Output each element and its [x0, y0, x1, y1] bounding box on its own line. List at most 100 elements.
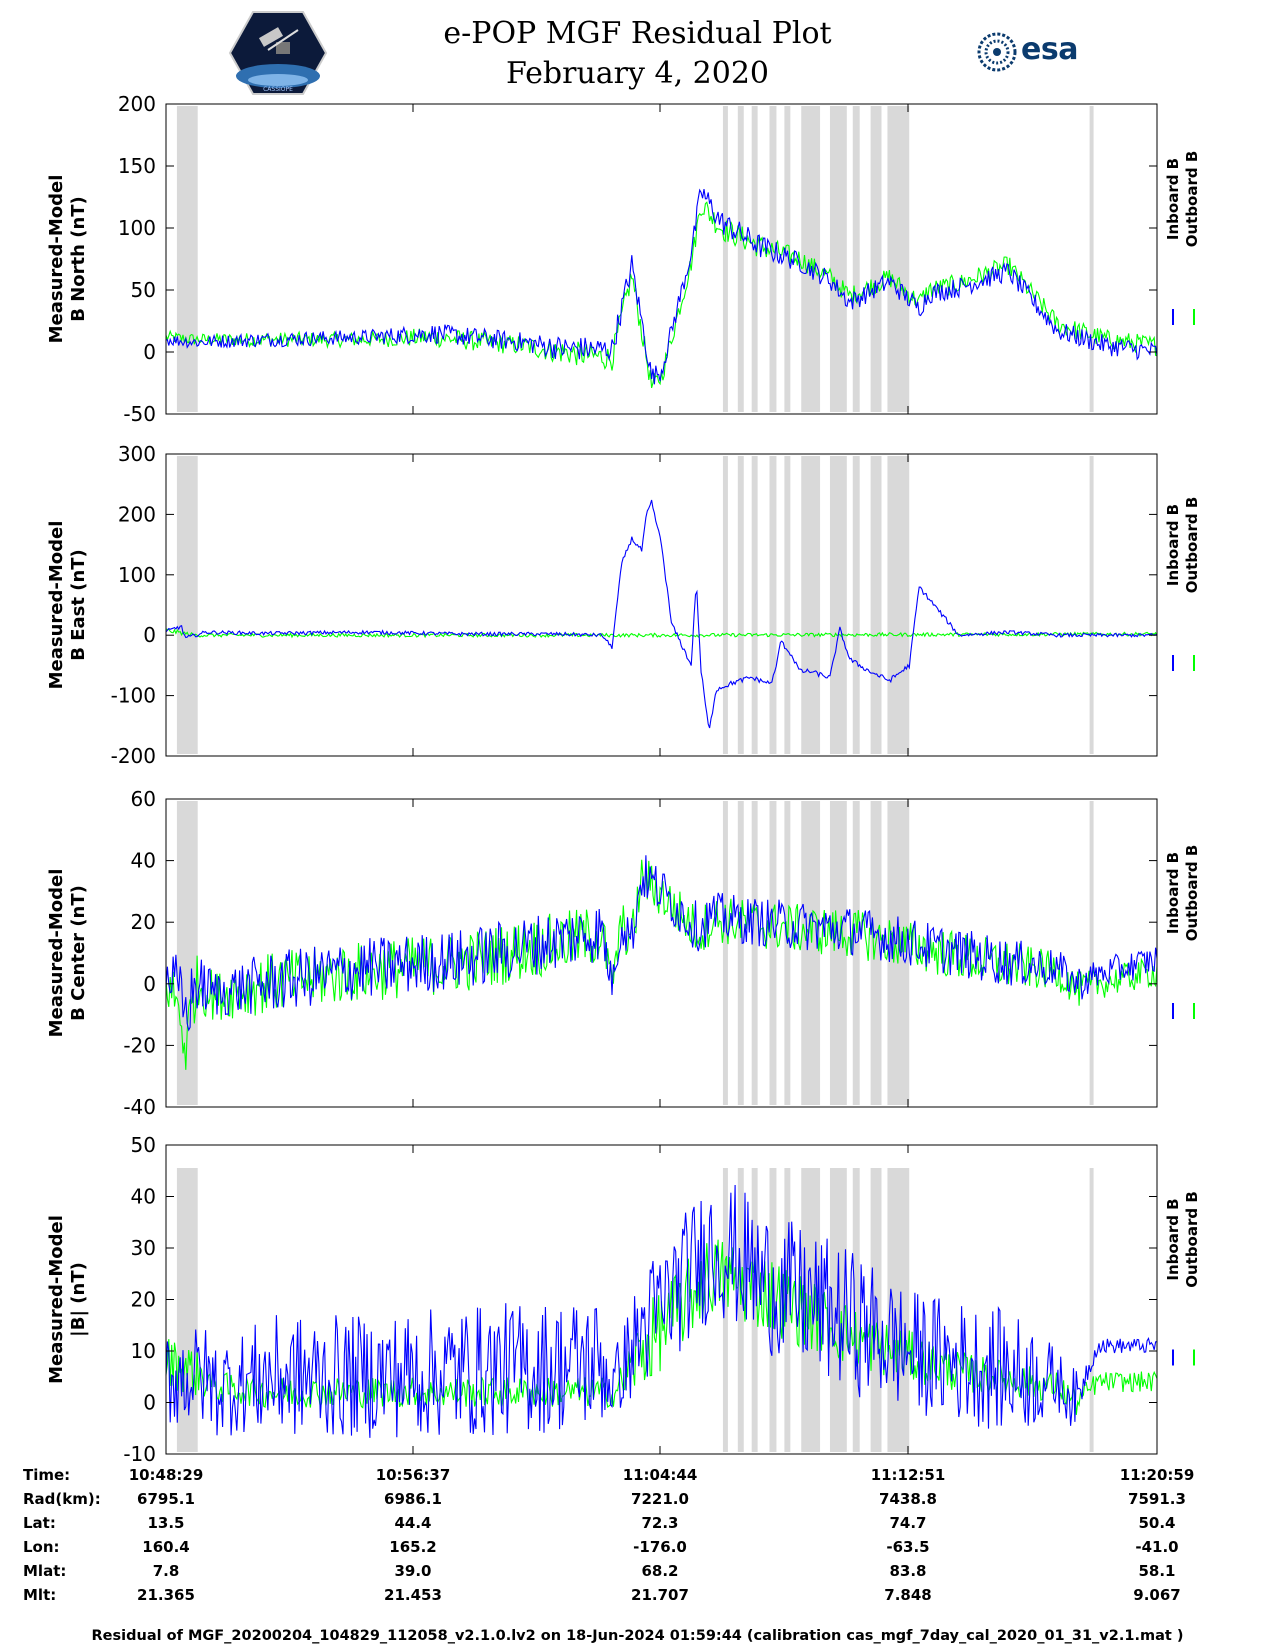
y-axis-label: Measured-ModelB Center (nT) [46, 869, 89, 1038]
y-tick-label: -10 [123, 1442, 156, 1466]
table-value: 7.8 [152, 1562, 180, 1580]
data-gap-band [801, 801, 821, 1105]
legend-labels: Inboard BOutboard B [1164, 1191, 1201, 1288]
data-gap-band [887, 1168, 910, 1452]
table-value: 72.3 [641, 1514, 679, 1532]
outboard-series-line [165, 628, 1158, 639]
y-axis-label-line1: Measured-Model [46, 521, 67, 690]
table-value: 160.4 [142, 1538, 190, 1556]
y-axis-label: Measured-ModelB East (nT) [46, 521, 89, 690]
data-gap-band [1089, 456, 1094, 754]
legend-inboard-label: Inboard B [1164, 852, 1182, 934]
y-tick-label: -20 [123, 1033, 156, 1057]
y-tick-label: 300 [118, 442, 156, 466]
data-gap-band [784, 456, 791, 754]
legend-outboard-label: Outboard B [1183, 845, 1201, 942]
data-gap-band [722, 456, 728, 754]
table-value: 11:20:59 [1119, 1466, 1195, 1484]
mlat-label: Mlat: [23, 1562, 67, 1580]
data-gap-band [852, 456, 860, 754]
table-value: 9.067 [1133, 1586, 1181, 1604]
y-axis-label-line2: |B| (nT) [68, 1262, 89, 1337]
data-gap-band [801, 106, 821, 412]
footer-caption: Residual of MGF_20200204_104829_112058_v… [91, 1628, 1184, 1644]
table-value: 13.5 [147, 1514, 185, 1532]
outboard-series-line [165, 1239, 1158, 1415]
data-gap-band [769, 456, 777, 754]
data-gap-band [870, 801, 882, 1105]
data-gap-band [870, 1168, 882, 1452]
data-gap-band [722, 106, 728, 412]
inboard-series-line [165, 499, 1158, 729]
table-value: 7221.0 [631, 1490, 689, 1508]
y-tick-label: 0 [143, 340, 156, 364]
data-gap-band [784, 1168, 791, 1452]
legend-outboard-label: Outboard B [1183, 497, 1201, 594]
panel-2: -200 -100 0 100 200 300 Measured-ModelB East (… [46, 442, 1201, 768]
data-gap-band [870, 106, 882, 412]
data-gap-band [870, 456, 882, 754]
data-gap-band [722, 1168, 728, 1452]
table-value: 21.453 [384, 1586, 442, 1604]
y-axis-label-line1: Measured-Model [46, 869, 67, 1038]
data-gap-band [852, 106, 860, 412]
lat-label: Lat: [23, 1514, 56, 1532]
data-gap-band [769, 801, 777, 1105]
table-value: 7.848 [884, 1586, 932, 1604]
legend-outboard-label: Outboard B [1183, 1191, 1201, 1288]
plot-frame [165, 103, 1158, 415]
esa-logo: esa [975, 30, 1095, 74]
table-value: 11:04:44 [622, 1466, 698, 1484]
data-gap-band [176, 801, 198, 1105]
data-gap-band [737, 801, 744, 1105]
time-label: Time: [23, 1466, 71, 1484]
data-gap-band [737, 106, 744, 412]
table-value: 7438.8 [879, 1490, 937, 1508]
table-value: 10:48:29 [128, 1466, 204, 1484]
legend-labels: Inboard BOutboard B [1164, 151, 1201, 248]
panel-3: -40 -20 0 20 40 60 Measured-ModelB Center (nT)… [46, 787, 1201, 1119]
data-gap-band [852, 801, 860, 1105]
y-axis-label-line2: B East (nT) [68, 549, 89, 661]
y-tick-label: 0 [143, 972, 156, 996]
legend-labels: Inboard BOutboard B [1164, 497, 1201, 594]
y-tick-label: 40 [131, 1185, 156, 1209]
y-tick-label: 50 [131, 1133, 156, 1157]
table-value: 165.2 [389, 1538, 437, 1556]
y-tick-label: 20 [131, 910, 156, 934]
y-tick-label: 60 [131, 787, 156, 811]
y-axis-label: Measured-Model|B| (nT) [46, 1215, 89, 1384]
y-tick-label: 100 [118, 563, 156, 587]
lon-label: Lon: [23, 1538, 60, 1556]
data-gap-band [784, 801, 791, 1105]
table-value: -176.0 [633, 1538, 687, 1556]
y-tick-label: 30 [131, 1236, 156, 1260]
y-tick-label: 10 [131, 1339, 156, 1363]
data-gap-band [829, 456, 847, 754]
table-value: 7591.3 [1128, 1490, 1186, 1508]
table-value: 83.8 [889, 1562, 927, 1580]
y-tick-label: -100 [111, 684, 156, 708]
legend: Inboard BOutboard B [1164, 1191, 1201, 1366]
y-tick-label: 200 [118, 92, 156, 116]
legend-outboard-label: Outboard B [1183, 151, 1201, 248]
table-value: 39.0 [394, 1562, 432, 1580]
data-gap-band [751, 801, 758, 1105]
table-value: 11:12:51 [870, 1466, 946, 1484]
y-tick-label: -50 [123, 402, 156, 426]
table-value: 10:56:37 [375, 1466, 451, 1484]
data-gap-band [1089, 106, 1094, 412]
inboard-series-line [165, 855, 1158, 1032]
plot-frame [165, 453, 1158, 757]
table-value: 50.4 [1138, 1514, 1176, 1532]
legend-inboard-label: Inboard B [1164, 504, 1182, 586]
legend: Inboard BOutboard B [1164, 497, 1201, 671]
inboard-series-line [165, 1184, 1158, 1438]
data-gap-band [784, 106, 791, 412]
table-value: 6795.1 [137, 1490, 195, 1508]
legend: Inboard BOutboard B [1164, 151, 1201, 325]
data-gap-band [887, 456, 910, 754]
table-value: 74.7 [889, 1514, 927, 1532]
table-value: 58.1 [1138, 1562, 1176, 1580]
